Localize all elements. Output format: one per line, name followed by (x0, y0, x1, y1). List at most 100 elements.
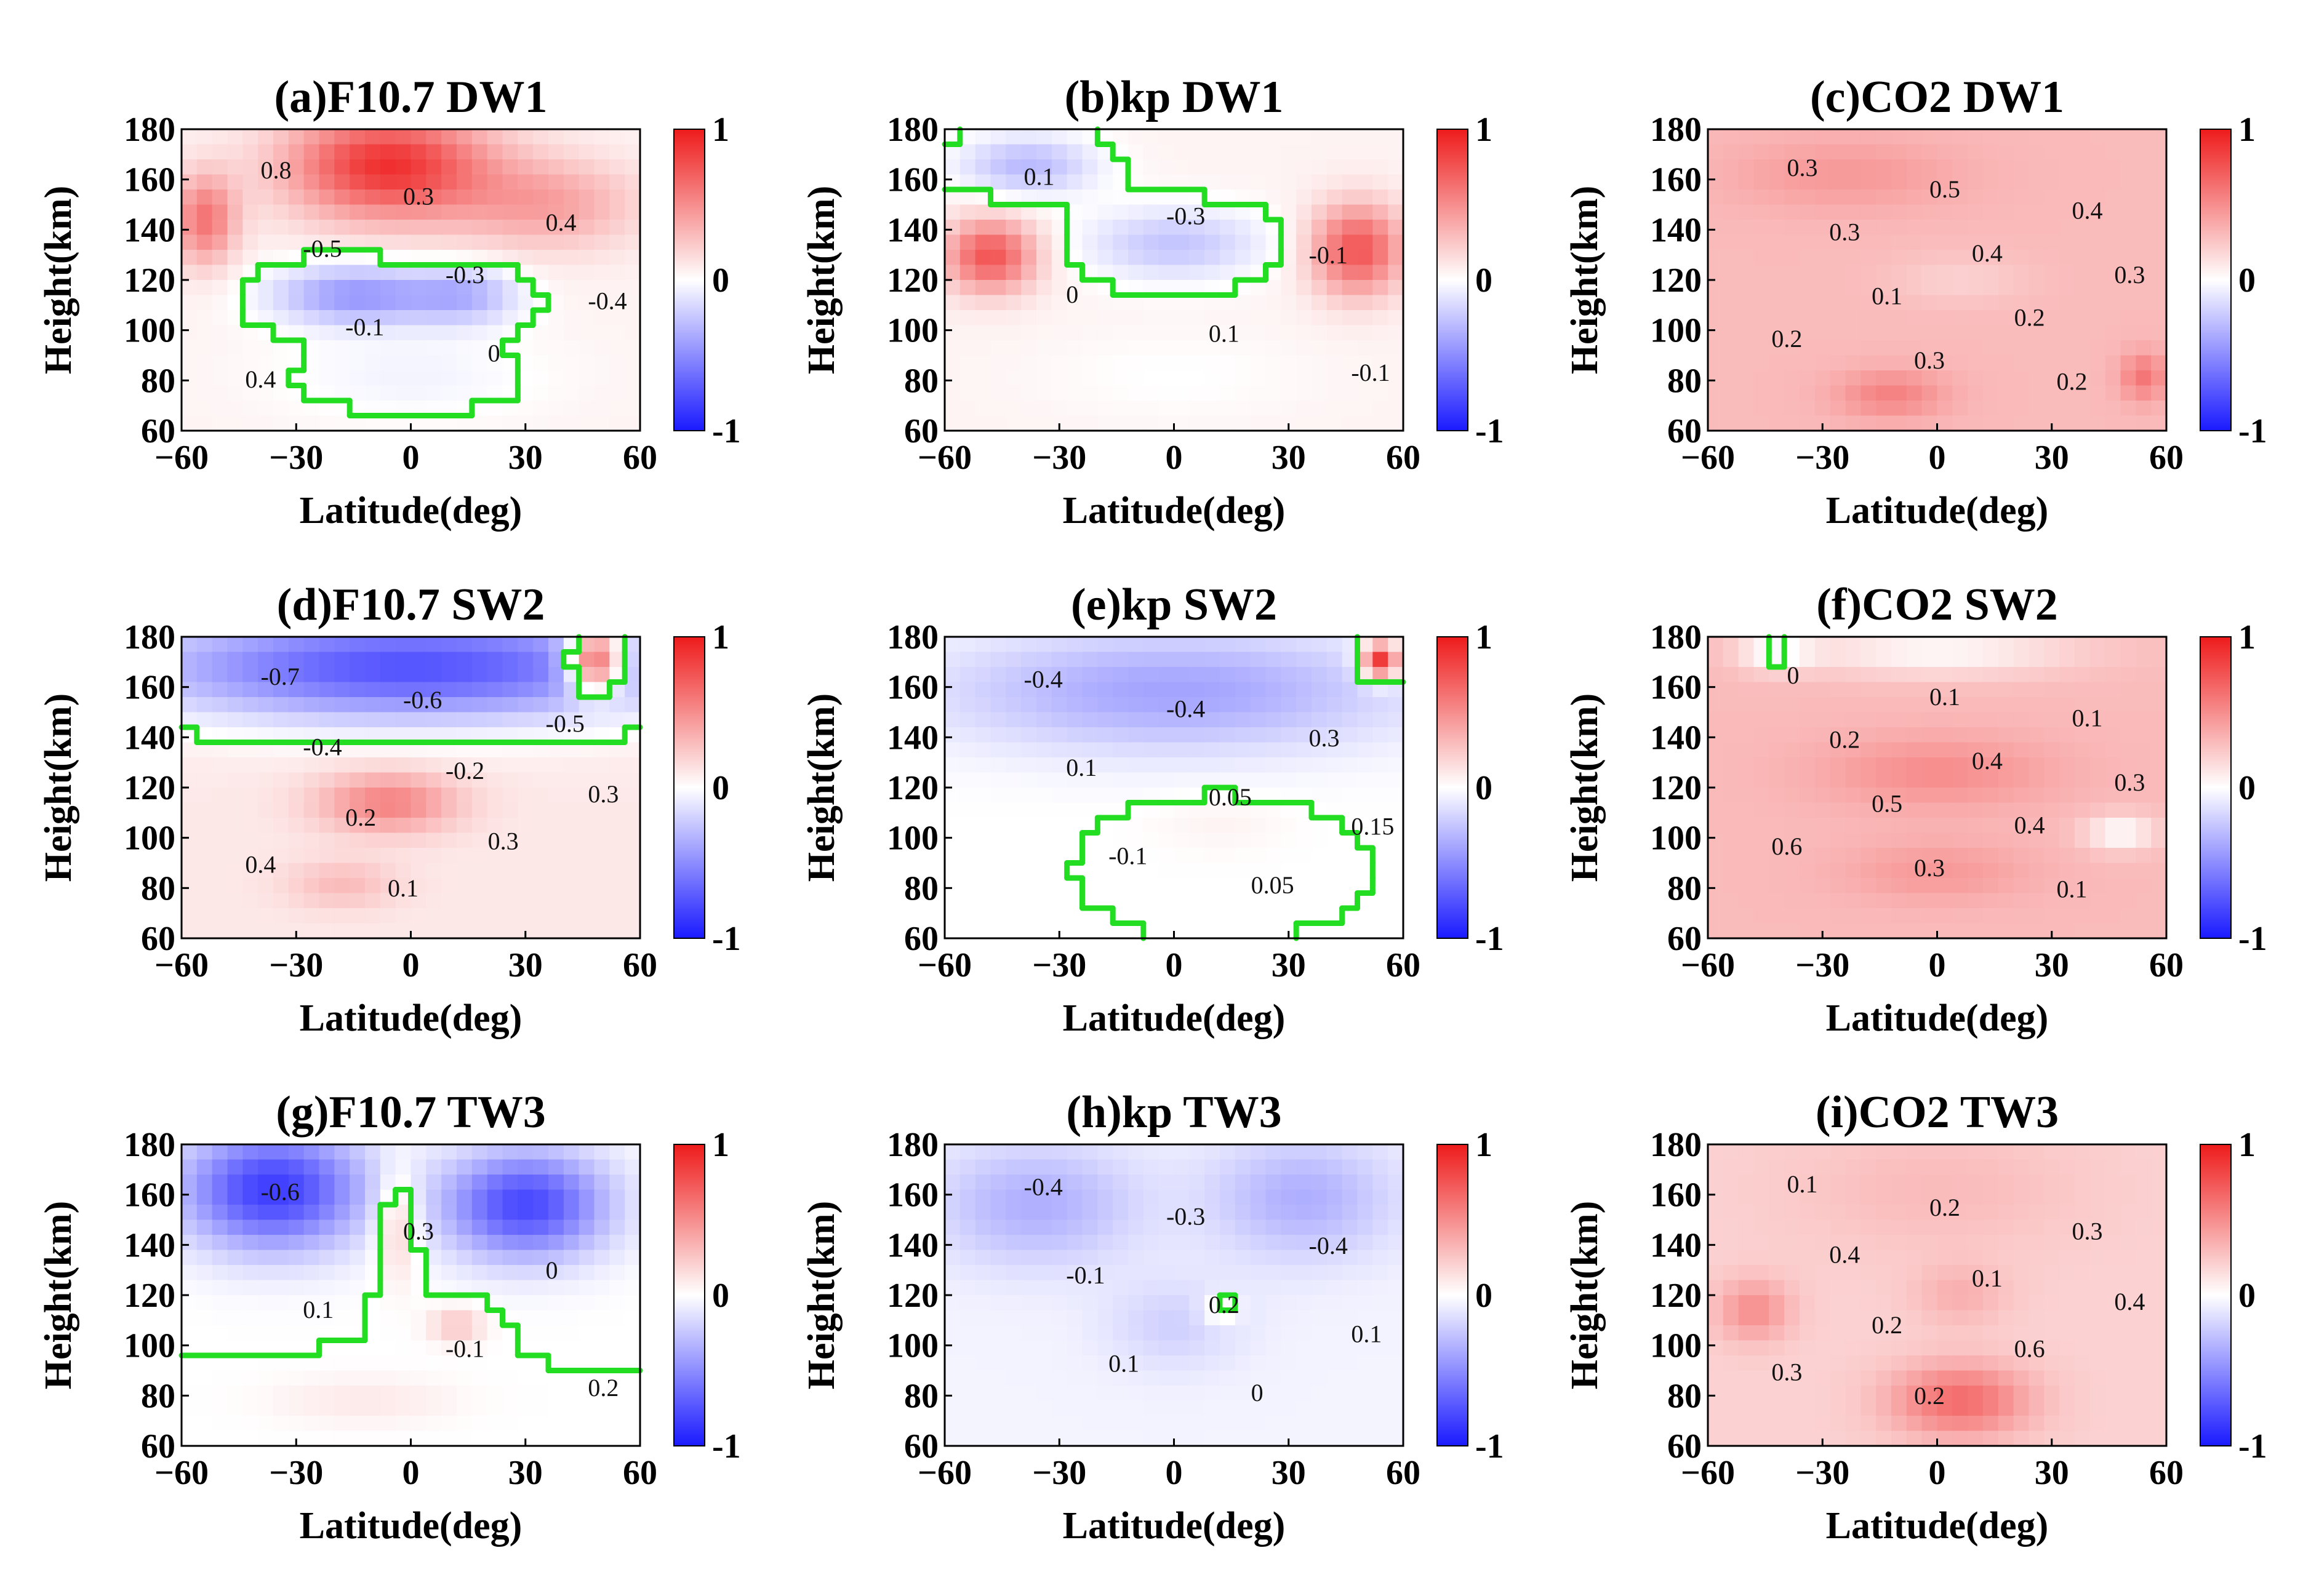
heatmap-cell (502, 893, 519, 909)
heatmap-cell (365, 370, 381, 386)
heatmap-cell (426, 848, 442, 864)
heatmap-cell (1158, 772, 1175, 788)
heatmap-cell (1708, 385, 1724, 401)
heatmap-cell (441, 355, 457, 371)
heatmap-cell (1082, 1189, 1099, 1205)
heatmap-cell (975, 415, 991, 431)
contour-label: 0.2 (588, 1374, 619, 1402)
heatmap-cell (1113, 355, 1129, 371)
heatmap-cell (1998, 667, 2014, 683)
contour-label: 0.2 (345, 804, 376, 831)
heatmap-cell (2044, 295, 2060, 311)
heatmap-cell (288, 1400, 305, 1416)
heatmap-cell (471, 1430, 488, 1446)
heatmap-cell (533, 220, 549, 236)
heatmap-cell (945, 1219, 961, 1235)
heatmap-cell (2029, 757, 2045, 773)
heatmap-cell (2075, 401, 2091, 417)
heatmap-cell (2136, 190, 2152, 205)
heatmap-cell (1845, 893, 1862, 909)
heatmap-cell (1983, 667, 1999, 683)
heatmap-cell (1738, 204, 1755, 220)
heatmap-cell (196, 355, 213, 371)
heatmap-cell (1174, 129, 1190, 145)
heatmap-cell (1312, 742, 1328, 758)
y-tick-label: 80 (904, 362, 939, 400)
heatmap-cell (579, 370, 595, 386)
heatmap-cell (227, 697, 244, 713)
heatmap-cell (1388, 250, 1404, 266)
heatmap-cell (1235, 772, 1251, 788)
heatmap-cell (258, 637, 274, 653)
x-axis-label: Latitude(deg) (1826, 490, 2049, 532)
heatmap-cell (487, 863, 503, 879)
heatmap-cell (594, 802, 611, 818)
heatmap-cell (518, 174, 534, 190)
heatmap-cell (471, 415, 488, 431)
heatmap-cell (2059, 415, 2075, 431)
heatmap-cell (411, 1175, 427, 1191)
heatmap-cell (1388, 727, 1404, 743)
heatmap-cell (1937, 220, 1953, 236)
heatmap-cell (1342, 385, 1358, 401)
heatmap-cell (212, 370, 228, 386)
heatmap-cell (1250, 325, 1267, 341)
heatmap-cell (273, 159, 289, 175)
heatmap-cell (212, 818, 228, 834)
heatmap-cell (2089, 340, 2106, 356)
heatmap-cell (1189, 204, 1205, 220)
heatmap-cell (273, 234, 289, 250)
heatmap-cell (1296, 757, 1312, 773)
heatmap-cell (350, 1265, 366, 1281)
heatmap-cell (563, 1295, 580, 1311)
heatmap-cell (594, 190, 611, 205)
heatmap-cell (533, 788, 549, 804)
heatmap-cell (1876, 250, 1892, 266)
heatmap-cell (1998, 265, 2014, 281)
heatmap-cell (1006, 1400, 1022, 1416)
heatmap-cell (1723, 742, 1739, 758)
heatmap-cell (2075, 129, 2091, 145)
heatmap-cell (196, 682, 213, 698)
heatmap-cell (487, 893, 503, 909)
heatmap-cell (1738, 159, 1755, 175)
heatmap-cell (1036, 295, 1052, 311)
heatmap-cell (1067, 788, 1083, 804)
heatmap-cell (990, 878, 1007, 894)
heatmap-cell (990, 144, 1007, 160)
heatmap-cell (1036, 1430, 1052, 1446)
heatmap-cell (1174, 697, 1190, 713)
heatmap-cell (1891, 832, 1907, 848)
heatmap-cell (1998, 832, 2014, 848)
heatmap-cell (1876, 370, 1892, 386)
heatmap-cell (1143, 712, 1160, 728)
heatmap-cell (319, 652, 335, 668)
panel-a: 0.80.30.4-0.5-0.3-0.4-0.100.4(a)F10.7 DW… (38, 72, 741, 532)
heatmap-cell (518, 1370, 534, 1386)
heatmap-cell (502, 878, 519, 894)
heatmap-cell (1113, 742, 1129, 758)
heatmap-cell (319, 802, 335, 818)
heatmap-cell (1082, 310, 1099, 326)
heatmap-cell (2029, 385, 2045, 401)
colorbar-tick-label: 1 (712, 111, 729, 149)
heatmap-cell (548, 832, 564, 848)
heatmap-cell (1250, 652, 1267, 668)
heatmap-cell (1204, 863, 1220, 879)
heatmap-cell (212, 159, 228, 175)
heatmap-cell (380, 129, 396, 145)
heatmap-cell (1876, 159, 1892, 175)
heatmap-cell (502, 788, 519, 804)
heatmap-cell (1983, 265, 1999, 281)
heatmap-cell (411, 848, 427, 864)
heatmap-cell (1753, 908, 1770, 924)
heatmap-cell (1921, 788, 1938, 804)
heatmap-cell (1312, 159, 1328, 175)
heatmap-cell (2136, 893, 2152, 909)
heatmap-cell (1952, 742, 1968, 758)
heatmap-cell (1738, 742, 1755, 758)
heatmap-cell (1143, 340, 1160, 356)
heatmap-cell (303, 908, 320, 924)
heatmap-cell (242, 415, 258, 431)
heatmap-cell (227, 144, 244, 160)
